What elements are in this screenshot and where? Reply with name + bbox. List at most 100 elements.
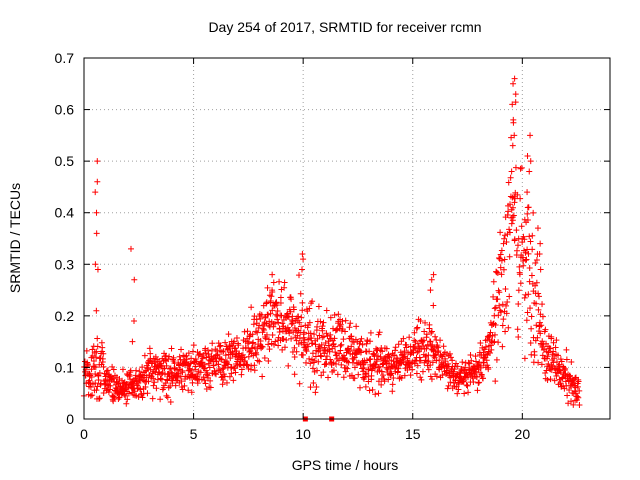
- data-point: [397, 360, 404, 367]
- data-point: [394, 369, 401, 376]
- data-point: [525, 250, 532, 257]
- data-point: [87, 392, 94, 399]
- data-point: [114, 390, 121, 397]
- data-point: [494, 296, 501, 303]
- data-point: [497, 229, 504, 236]
- data-point: [191, 374, 198, 381]
- data-point: [379, 348, 386, 355]
- data-point: [174, 374, 181, 381]
- data-point: [510, 80, 517, 87]
- data-point: [265, 357, 272, 364]
- data-point: [406, 334, 413, 341]
- x-tick-label: 0: [80, 426, 88, 442]
- data-point: [256, 358, 263, 365]
- data-point: [517, 280, 524, 287]
- data-point: [100, 350, 107, 357]
- data-point: [194, 380, 201, 387]
- data-point: [500, 316, 507, 323]
- data-point: [455, 386, 462, 393]
- data-point: [118, 391, 125, 398]
- data-point: [83, 347, 90, 354]
- data-point: [551, 377, 558, 384]
- data-point: [434, 342, 441, 349]
- data-point: [417, 374, 424, 381]
- data-point: [450, 368, 457, 375]
- data-point: [189, 379, 196, 386]
- data-point: [423, 345, 430, 352]
- data-point: [388, 370, 395, 377]
- data-point: [338, 341, 345, 348]
- data-point: [381, 378, 388, 385]
- data-point: [94, 383, 101, 390]
- data-point: [307, 384, 314, 391]
- data-point: [407, 372, 414, 379]
- data-point: [428, 376, 435, 383]
- data-point: [320, 333, 327, 340]
- data-point: [279, 346, 286, 353]
- data-point: [421, 328, 428, 335]
- data-point: [467, 351, 474, 358]
- data-point: [363, 370, 370, 377]
- data-point: [116, 394, 123, 401]
- data-point: [213, 371, 220, 378]
- data-point: [336, 350, 343, 357]
- data-point: [510, 212, 517, 219]
- data-point: [401, 348, 408, 355]
- data-point: [575, 378, 582, 385]
- data-point: [544, 353, 551, 360]
- data-point: [389, 381, 396, 388]
- data-point: [539, 338, 546, 345]
- data-point: [152, 353, 159, 360]
- data-point: [545, 349, 552, 356]
- data-point: [226, 373, 233, 380]
- data-point: [217, 342, 224, 349]
- data-point: [530, 209, 537, 216]
- data-point: [258, 311, 265, 318]
- data-point: [93, 354, 100, 361]
- data-point: [507, 174, 514, 181]
- data-point: [425, 366, 432, 373]
- data-point: [114, 379, 121, 386]
- data-point: [508, 220, 515, 227]
- data-point: [188, 355, 195, 362]
- data-point: [185, 361, 192, 368]
- data-point: [536, 319, 543, 326]
- data-point: [509, 101, 516, 108]
- data-point: [94, 343, 101, 350]
- data-point: [150, 375, 157, 382]
- data-point: [428, 276, 435, 283]
- data-point: [263, 331, 270, 338]
- data-point: [145, 378, 152, 385]
- data-point: [335, 357, 342, 364]
- data-point: [511, 132, 518, 139]
- data-point: [126, 373, 133, 380]
- data-point: [163, 362, 170, 369]
- data-point: [286, 326, 293, 333]
- data-point: [543, 367, 550, 374]
- data-point: [398, 375, 405, 382]
- data-point: [479, 344, 486, 351]
- data-point: [94, 266, 101, 273]
- data-point: [265, 336, 272, 343]
- data-point: [463, 382, 470, 389]
- data-point: [94, 335, 101, 342]
- data-point: [197, 369, 204, 376]
- data-point: [499, 343, 506, 350]
- data-point: [353, 351, 360, 358]
- data-point: [227, 355, 234, 362]
- data-point: [489, 332, 496, 339]
- data-point: [261, 355, 268, 362]
- data-points: [80, 75, 583, 422]
- data-point: [342, 317, 349, 324]
- data-point: [178, 378, 185, 385]
- data-point: [537, 240, 544, 247]
- data-point: [178, 346, 185, 353]
- data-point: [446, 350, 453, 357]
- data-point: [555, 352, 562, 359]
- data-point: [99, 344, 106, 351]
- data-point: [367, 355, 374, 362]
- data-point: [527, 158, 534, 165]
- data-point: [366, 387, 373, 394]
- data-point: [265, 341, 272, 348]
- data-point: [392, 344, 399, 351]
